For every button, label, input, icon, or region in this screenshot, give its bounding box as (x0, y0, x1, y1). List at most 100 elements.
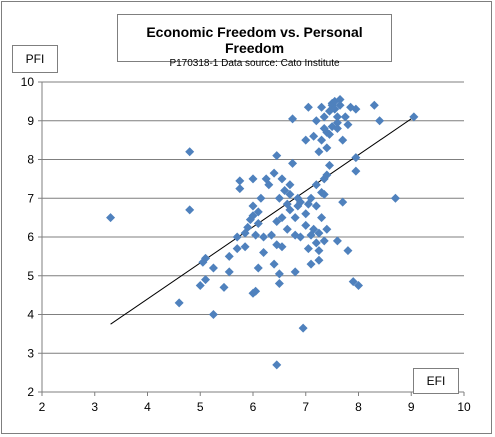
y-tick-label-9: 9 (27, 114, 34, 128)
data-point-97 (324, 129, 334, 139)
data-point-75 (311, 116, 321, 126)
data-point-112 (340, 112, 350, 122)
data-point-98 (324, 160, 334, 170)
data-point-6 (201, 253, 211, 263)
data-point-45 (277, 174, 287, 184)
data-point-25 (251, 286, 261, 296)
data-point-11 (224, 251, 234, 261)
data-point-35 (266, 230, 276, 240)
data-point-69 (303, 244, 313, 254)
data-point-72 (306, 259, 316, 269)
data-point-118 (351, 153, 361, 163)
data-point-87 (319, 112, 329, 122)
data-point-120 (354, 280, 363, 290)
data-point-14 (232, 244, 242, 254)
data-point-81 (314, 246, 324, 256)
data-point-30 (256, 193, 266, 203)
data-point-73 (309, 131, 319, 141)
chart-title: Economic Freedom vs. Personal Freedom (146, 24, 363, 56)
data-point-0 (106, 213, 116, 223)
data-point-58 (290, 267, 300, 277)
data-point-90 (319, 189, 329, 199)
data-point-94 (322, 170, 332, 180)
data-point-114 (343, 246, 353, 256)
data-point-86 (317, 213, 327, 223)
data-point-78 (311, 238, 321, 248)
data-point-44 (274, 279, 284, 288)
data-point-61 (295, 197, 305, 207)
data-point-83 (317, 102, 327, 112)
data-point-53 (285, 205, 295, 215)
data-point-63 (298, 323, 308, 333)
x-axis-label: EFI (413, 368, 459, 394)
data-point-103 (330, 104, 340, 114)
data-point-8 (208, 263, 218, 273)
data-point-4 (195, 280, 205, 290)
chart-title-box: Economic Freedom vs. Personal Freedom P1… (117, 14, 392, 69)
data-point-28 (253, 218, 263, 228)
data-point-117 (351, 104, 361, 114)
data-point-40 (272, 217, 282, 226)
y-tick-label-10: 10 (21, 75, 35, 89)
data-point-124 (409, 112, 419, 122)
x-tick-label-4: 4 (144, 400, 151, 414)
data-point-121 (369, 100, 379, 110)
data-point-80 (314, 228, 324, 238)
data-point-29 (253, 263, 263, 273)
x-tick-label-3: 3 (91, 400, 98, 414)
data-point-31 (259, 232, 269, 242)
data-point-27 (253, 207, 263, 217)
data-point-7 (201, 275, 211, 285)
data-point-93 (322, 143, 332, 153)
data-point-113 (343, 120, 353, 130)
data-point-52 (285, 189, 295, 199)
data-point-1 (174, 298, 184, 308)
tick-labels: 2 3 4 5 6 7 8 9 10 2 3 4 5 6 7 8 9 10 (21, 75, 471, 414)
data-point-23 (248, 211, 258, 221)
data-point-106 (332, 124, 342, 133)
chart-subtitle: P170318-1 Data source: Cato Institute (169, 58, 340, 69)
y-tick-label-7: 7 (27, 191, 34, 205)
data-point-84 (317, 135, 327, 145)
data-point-26 (251, 230, 261, 240)
data-point-91 (319, 236, 329, 246)
data-points (106, 94, 419, 370)
data-point-12 (224, 267, 234, 277)
trendline (110, 118, 412, 325)
x-tick-label-6: 6 (250, 400, 257, 414)
x-tick-label-9: 9 (408, 400, 415, 414)
data-point-10 (219, 282, 229, 292)
data-point-38 (272, 151, 282, 161)
data-point-105 (332, 118, 342, 128)
data-point-18 (240, 242, 250, 252)
data-point-79 (314, 147, 324, 157)
data-point-50 (282, 224, 292, 234)
data-point-13 (232, 232, 242, 242)
data-point-41 (272, 360, 282, 370)
data-point-65 (301, 220, 311, 230)
data-point-62 (295, 232, 305, 242)
data-point-104 (332, 112, 342, 122)
data-point-47 (277, 242, 287, 252)
data-point-82 (314, 255, 324, 265)
x-tick-label-10: 10 (457, 400, 471, 414)
data-point-70 (306, 193, 316, 203)
data-point-122 (375, 116, 385, 126)
data-point-74 (309, 224, 319, 234)
data-point-54 (288, 114, 298, 124)
data-point-111 (338, 197, 348, 207)
x-tick-label-2: 2 (39, 400, 46, 414)
data-point-110 (338, 135, 348, 145)
data-point-21 (248, 174, 258, 184)
data-point-107 (332, 236, 342, 246)
data-point-3 (185, 205, 195, 215)
data-point-108 (335, 94, 345, 104)
data-point-51 (285, 180, 295, 190)
data-point-32 (259, 248, 269, 257)
data-point-46 (277, 213, 287, 223)
data-point-2 (185, 147, 195, 157)
data-point-67 (303, 102, 313, 112)
axes (38, 81, 465, 396)
